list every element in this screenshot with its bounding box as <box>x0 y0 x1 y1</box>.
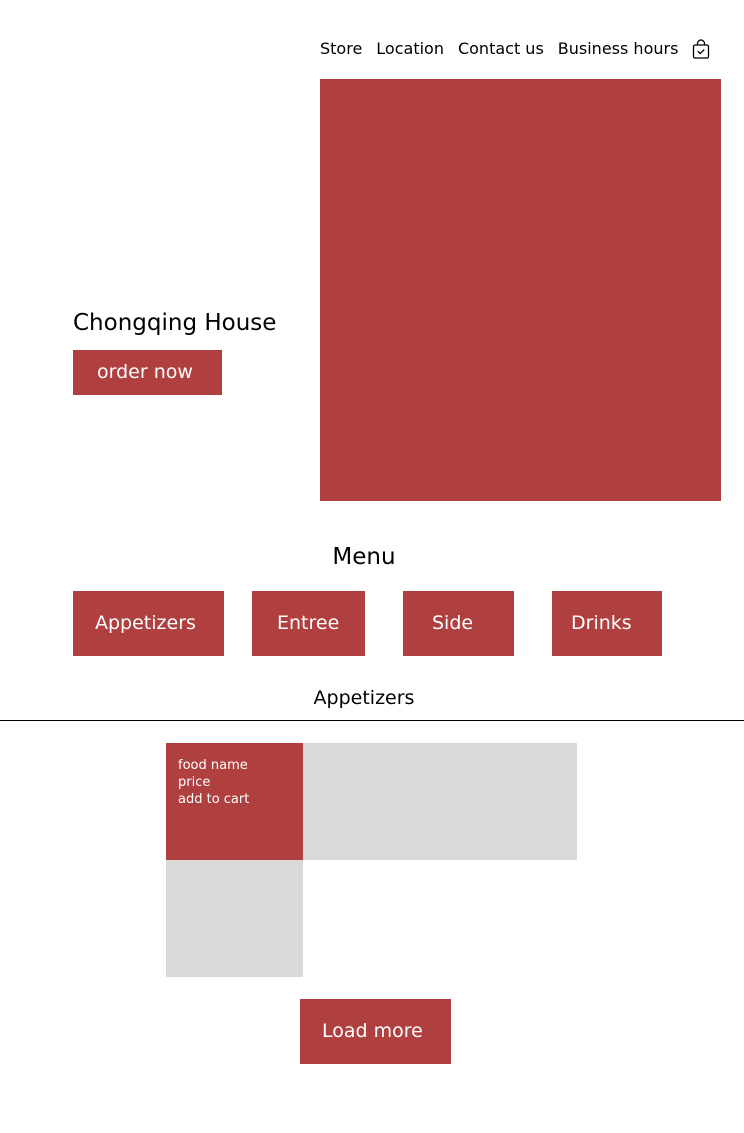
nav-link-location[interactable]: Location <box>376 39 444 58</box>
load-more-button[interactable]: Load more <box>300 999 451 1064</box>
section-divider <box>0 720 744 721</box>
category-drinks-button[interactable]: Drinks <box>552 591 662 656</box>
food-image-placeholder <box>303 743 577 860</box>
category-appetizers-button[interactable]: Appetizers <box>73 591 224 656</box>
food-price: price <box>178 775 211 790</box>
nav-link-business-hours[interactable]: Business hours <box>557 39 679 58</box>
order-now-button[interactable]: order now <box>73 350 222 395</box>
food-item-card[interactable]: food name price add to cart <box>166 743 303 860</box>
shopping-bag-icon[interactable] <box>691 38 711 60</box>
shopping-bag-svg <box>693 39 710 59</box>
top-nav: Store Location Contact us Business hours <box>320 38 711 60</box>
restaurant-name: Chongqing House <box>73 310 277 336</box>
food-item-placeholder <box>166 860 303 977</box>
food-name: food name <box>178 758 248 773</box>
add-to-cart-link[interactable]: add to cart <box>178 792 250 807</box>
hero-image-placeholder <box>320 79 721 501</box>
section-heading: Appetizers <box>313 687 415 709</box>
menu-heading: Menu <box>332 544 396 570</box>
nav-link-store[interactable]: Store <box>320 39 363 58</box>
category-side-button[interactable]: Side <box>403 591 514 656</box>
nav-link-contact-us[interactable]: Contact us <box>457 39 544 58</box>
category-entree-button[interactable]: Entree <box>252 591 365 656</box>
